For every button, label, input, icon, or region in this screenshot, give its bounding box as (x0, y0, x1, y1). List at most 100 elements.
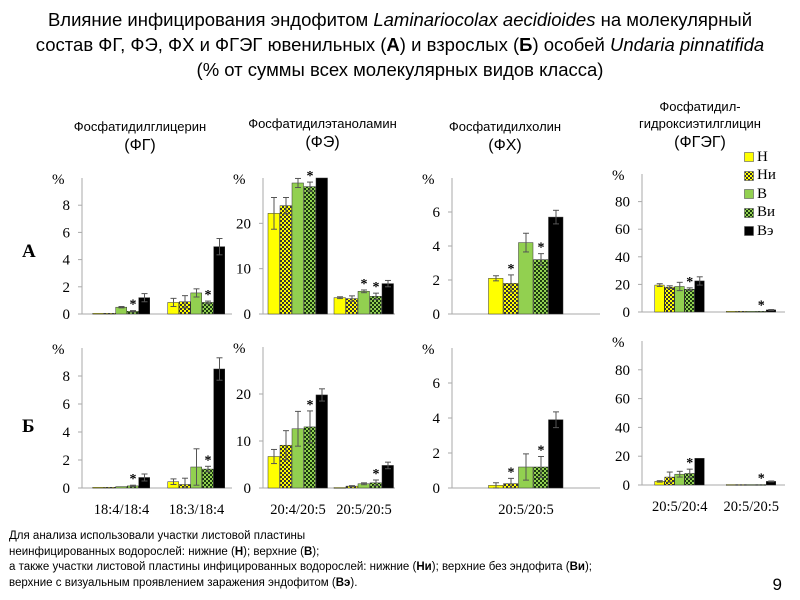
species-name: Undaria pinnatifida (609, 34, 765, 55)
legend-label: Вэ (757, 222, 774, 239)
bar-Ви (303, 186, 316, 315)
bar-Н (333, 297, 346, 315)
y-tick-label: 10 (236, 434, 251, 450)
y-tick-label: 6 (63, 397, 71, 413)
y-axis-label: % (233, 172, 246, 188)
y-tick-label: 20 (236, 216, 251, 232)
x-category-label: 20:5/20:5 (723, 499, 779, 515)
note-text: ). (350, 576, 358, 589)
title-text: состав ФГ, ФЭ, ФХ и ФГЭГ ювенильных ( (35, 34, 387, 55)
note-text: верхние с визуальным проявлением заражен… (9, 576, 336, 589)
significance-asterisk: * (758, 472, 765, 487)
y-tick-label: 2 (63, 453, 71, 469)
y-tick-label: 0 (244, 307, 252, 323)
y-tick-label: 60 (615, 392, 630, 408)
x-category-label: 20:5/20:5 (498, 502, 554, 518)
bar-Ви (756, 311, 766, 313)
bar-Вэ (315, 177, 328, 315)
y-tick-label: 2 (63, 280, 71, 296)
bar-Ни (736, 311, 746, 313)
note-line: неинфицированных водорослей: нижние (Н);… (9, 545, 592, 561)
significance-asterisk: * (373, 280, 380, 295)
y-axis-label: % (422, 342, 435, 358)
y-tick-label: 6 (433, 205, 441, 221)
heading-pe: Фосфатидилэтаноламин (ФЭ) (235, 115, 410, 154)
y-tick-label: 4 (433, 239, 441, 255)
bar-Ни (736, 484, 746, 486)
y-tick-label: 20 (236, 387, 251, 403)
y-tick-label: 80 (615, 195, 630, 211)
y-tick-label: 60 (615, 222, 630, 238)
note-text: ); верхние ( (243, 545, 304, 558)
legend-item: Ни (744, 167, 776, 186)
note-text: а также участки листовой пластины инфици… (9, 561, 417, 573)
bar-Н (488, 278, 504, 315)
note-text: ); (584, 561, 592, 573)
footnote: Для анализа использовали участки листово… (9, 529, 592, 591)
note-line: Для анализа использовали участки листово… (9, 530, 306, 542)
significance-asterisk: * (508, 465, 515, 480)
y-tick-label: 6 (63, 225, 71, 241)
y-axis-label: % (52, 342, 65, 358)
heading-pc: Фосфатидилхолин (ФХ) (430, 118, 580, 157)
y-tick-label: 4 (63, 425, 71, 441)
title-bold: Б (519, 34, 533, 55)
y-tick-label: 10 (236, 262, 251, 278)
significance-asterisk: * (205, 288, 212, 303)
y-axis-label: % (612, 168, 625, 184)
legend: Н Ни В Ви (744, 148, 776, 241)
bar-Н (726, 311, 736, 313)
bar-Ви (684, 288, 695, 313)
y-tick-label: 0 (623, 478, 631, 494)
bar-Вэ (548, 216, 564, 315)
significance-asterisk: * (130, 298, 137, 313)
note-line: верхние с визуальным проявлением заражен… (9, 576, 592, 592)
legend-swatch-icon (744, 189, 754, 200)
y-tick-label: 8 (63, 369, 71, 385)
y-axis-label: % (422, 172, 435, 188)
note-bold: Вэ (335, 576, 351, 589)
significance-asterisk: * (538, 444, 545, 459)
bar-Вэ (694, 458, 705, 486)
note-line: а также участки листовой пластины инфици… (9, 560, 592, 576)
y-axis-label: % (233, 341, 246, 357)
bar-Вэ (381, 283, 394, 315)
heading-pheg: Фосфатидил- гидроксиэтилглицин (ФГЭГ) (620, 98, 780, 154)
bar-В (746, 311, 756, 313)
bar-Ви (756, 484, 766, 486)
bar-Ни (279, 205, 292, 315)
x-category-label: 20:5/20:4 (652, 499, 708, 515)
note-bold: Ни (416, 561, 432, 573)
bar-Н (654, 284, 665, 313)
x-category-label: 18:3/18:4 (169, 502, 225, 518)
note-bold: В (303, 545, 313, 558)
bar-Н (726, 484, 736, 486)
bar-Н (92, 313, 104, 315)
bar-В (357, 291, 370, 315)
y-tick-label: 4 (433, 411, 441, 427)
significance-asterisk: * (361, 277, 368, 292)
species-name: Laminariocolax aecidioides (373, 9, 596, 30)
y-tick-label: 20 (615, 277, 630, 293)
legend-item: Н (744, 148, 776, 167)
significance-asterisk: * (307, 169, 314, 184)
y-tick-label: 80 (615, 363, 630, 379)
bar-Вэ (548, 419, 564, 489)
y-tick-label: 0 (244, 481, 252, 497)
significance-asterisk: * (686, 456, 693, 471)
bar-Н (92, 487, 104, 489)
y-tick-label: 20 (615, 449, 630, 465)
bar-Ни (104, 313, 116, 315)
legend-label: Н (757, 148, 768, 165)
bar-Вэ (213, 368, 225, 489)
y-tick-label: 0 (623, 305, 631, 321)
y-tick-label: 0 (63, 307, 71, 323)
note-bold: Н (234, 545, 244, 558)
heading-name: Фосфатидилхолин (448, 119, 562, 134)
bar-Вэ (213, 246, 225, 315)
y-tick-label: 0 (433, 481, 441, 497)
heading-name: Фосфатидилглицерин (73, 119, 207, 134)
legend-item: Ви (744, 204, 776, 223)
bar-Вэ (694, 280, 705, 313)
